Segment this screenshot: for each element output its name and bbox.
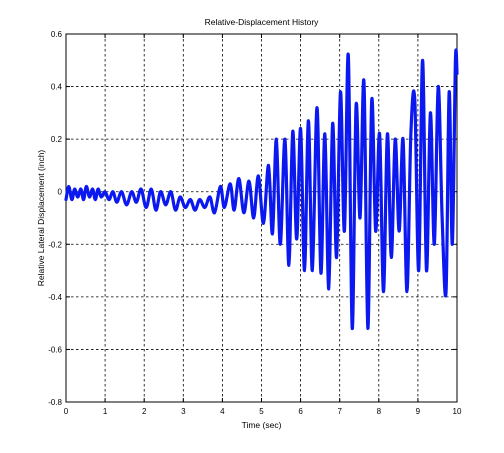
- x-tick-label: 0: [64, 407, 69, 416]
- x-tick-label: 9: [416, 407, 421, 416]
- plot-frame: [65, 33, 458, 403]
- y-tick-label: -0.6: [48, 345, 62, 354]
- x-tick-label: 5: [259, 407, 264, 416]
- y-tick-label: -0.2: [48, 240, 62, 249]
- x-axis-label: Time (sec): [242, 420, 282, 430]
- y-tick-label: -0.8: [48, 398, 62, 407]
- x-tick-label: 3: [181, 407, 186, 416]
- y-axis-label: Relative Lateral Displacement (inch): [36, 150, 46, 287]
- y-tick-labels: -0.8 -0.6 -0.4 -0.2 0 0.2 0.4 0.6: [48, 30, 62, 407]
- x-tick-label: 6: [298, 407, 303, 416]
- x-tick-label: 10: [453, 407, 462, 416]
- series-line: [64, 48, 459, 331]
- y-tick-label: 0.2: [51, 135, 63, 144]
- y-tick-label: 0: [58, 188, 63, 197]
- x-tick-label: 4: [220, 407, 225, 416]
- x-tick-label: 7: [337, 407, 342, 416]
- x-tick-label: 8: [377, 407, 382, 416]
- x-tick-labels: 0 1 2 3 4 5 6 7 8 9 10: [64, 407, 462, 416]
- y-tick-label: 0.6: [51, 30, 63, 39]
- y-tick-label: 0.4: [51, 83, 63, 92]
- y-tick-label: -0.4: [48, 293, 62, 302]
- x-tick-label: 1: [103, 407, 108, 416]
- x-tick-label: 2: [142, 407, 147, 416]
- chart-title: Relative-Displacement History: [205, 17, 320, 27]
